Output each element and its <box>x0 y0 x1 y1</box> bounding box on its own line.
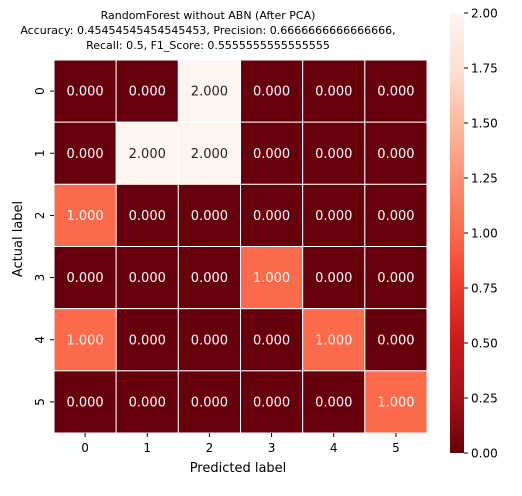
cell-value-label-r5-c5: 1.000 <box>377 395 414 410</box>
cell-value-label-r5-c3: 0.000 <box>253 395 290 410</box>
cell-value-label-r1-c3: 0.000 <box>253 147 290 162</box>
x-tick-label-0: 0 <box>81 441 89 455</box>
y-tick-label-5: 5 <box>33 398 47 406</box>
heatmap-cell-r1-c2 <box>177 121 241 185</box>
colorbar-tick-label-1: 0.25 <box>471 392 498 406</box>
x-tick-label-5: 5 <box>392 441 400 455</box>
colorbar-tick-label-4: 1.00 <box>471 227 498 241</box>
cell-value-label-r0-c1: 0.000 <box>129 85 166 100</box>
cell-value-label-r3-c5: 0.000 <box>377 271 414 286</box>
chart-title-line-2: Accuracy: 0.45454545454545453, Precision… <box>20 24 396 37</box>
cell-value-label-r5-c1: 0.000 <box>129 395 166 410</box>
cell-value-label-r2-c2: 0.000 <box>191 209 228 224</box>
colorbar-tick-label-0: 0.00 <box>471 447 498 461</box>
colorbar-tick-label-3: 0.75 <box>471 282 498 296</box>
heatmap-cell-r2-c2 <box>177 183 241 247</box>
heatmap-cell-r4-c2 <box>177 308 241 372</box>
heatmap-cell-r3-c5 <box>364 246 428 310</box>
y-tick-label-1: 1 <box>33 149 47 157</box>
y-tick-label-2: 2 <box>33 212 47 220</box>
cell-value-label-r4-c5: 0.000 <box>377 333 414 348</box>
heatmap-cell-r1-c5 <box>364 121 428 185</box>
cell-value-label-r5-c0: 0.000 <box>66 395 103 410</box>
x-tick-label-3: 3 <box>268 441 276 455</box>
colorbar-tick-label-7: 1.75 <box>471 62 498 76</box>
cell-value-label-r1-c5: 0.000 <box>377 147 414 162</box>
cell-value-label-r4-c4: 1.000 <box>315 333 352 348</box>
chart-title-line-3: Recall: 0.5, F1_Score: 0.555555555555555… <box>86 39 330 52</box>
cell-value-label-r0-c4: 0.000 <box>315 85 352 100</box>
heatmap-cell-r0-c5 <box>364 59 428 123</box>
cell-value-label-r1-c2: 2.000 <box>191 147 228 162</box>
cell-value-label-r0-c3: 0.000 <box>253 85 290 100</box>
cell-value-label-r1-c1: 2.000 <box>129 147 166 162</box>
cell-value-label-r0-c0: 0.000 <box>66 85 103 100</box>
colorbar-tick-label-6: 1.50 <box>471 117 498 131</box>
cell-value-label-r3-c3: 1.000 <box>253 271 290 286</box>
cell-value-label-r2-c0: 1.000 <box>66 209 103 224</box>
x-tick-label-1: 1 <box>143 441 151 455</box>
cell-value-label-r4-c2: 0.000 <box>191 333 228 348</box>
cell-value-label-r2-c1: 0.000 <box>129 209 166 224</box>
heatmap-cell-r3-c0 <box>53 246 117 310</box>
cell-value-label-r5-c4: 0.000 <box>315 395 352 410</box>
heatmap-cell-r3-c2 <box>177 246 241 310</box>
cell-value-label-r4-c3: 0.000 <box>253 333 290 348</box>
y-tick-label-0: 0 <box>33 87 47 95</box>
x-axis-label: Predicted label <box>190 461 287 476</box>
heatmap-cell-r0-c2 <box>177 59 241 123</box>
cell-value-label-r2-c3: 0.000 <box>253 209 290 224</box>
cell-value-label-r5-c2: 0.000 <box>191 395 228 410</box>
colorbar-tick-label-8: 2.00 <box>471 7 498 21</box>
heatmap-cell-r2-c4 <box>302 183 366 247</box>
x-tick-label-2: 2 <box>206 441 214 455</box>
colorbar-tick-label-2: 0.50 <box>471 337 498 351</box>
heatmap-cell-r3-c1 <box>115 246 179 310</box>
cell-value-label-r1-c4: 0.000 <box>315 147 352 162</box>
heatmap-cell-r2-c3 <box>240 183 304 247</box>
heatmap-cell-r4-c5 <box>364 308 428 372</box>
y-tick-label-3: 3 <box>33 274 47 282</box>
heatmap-cell-r1-c4 <box>302 121 366 185</box>
cell-value-label-r1-c0: 0.000 <box>66 147 103 162</box>
heatmap-cell-r3-c3 <box>240 246 304 310</box>
cell-value-label-r2-c4: 0.000 <box>315 209 352 224</box>
heatmap-cell-r0-c3 <box>240 59 304 123</box>
colorbar-tick-label-5: 1.25 <box>471 172 498 186</box>
heatmap-cell-r2-c5 <box>364 183 428 247</box>
y-tick-label-4: 4 <box>33 336 47 344</box>
cell-value-label-r0-c2: 2.000 <box>191 85 228 100</box>
heatmap-cell-r1-c0 <box>53 121 117 185</box>
chart-title-line-1: RandomForest without ABN (After PCA) <box>100 9 316 22</box>
heatmap-cell-r5-c4 <box>302 370 366 434</box>
cell-value-label-r3-c4: 0.000 <box>315 271 352 286</box>
heatmap-cell-r4-c1 <box>115 308 179 372</box>
cell-value-label-r4-c1: 0.000 <box>129 333 166 348</box>
cell-value-label-r0-c5: 0.000 <box>377 85 414 100</box>
cell-value-label-r3-c2: 0.000 <box>191 271 228 286</box>
colorbar <box>450 13 464 453</box>
heatmap-cell-r0-c0 <box>53 59 117 123</box>
cell-value-label-r3-c0: 0.000 <box>66 271 103 286</box>
cell-value-label-r2-c5: 0.000 <box>377 209 414 224</box>
heatmap-cell-r0-c4 <box>302 59 366 123</box>
cell-value-label-r3-c1: 0.000 <box>129 271 166 286</box>
cell-value-label-r4-c0: 1.000 <box>66 333 103 348</box>
x-tick-label-4: 4 <box>330 441 338 455</box>
heatmap-cell-r5-c3 <box>240 370 304 434</box>
y-axis-label: Actual label <box>11 201 26 277</box>
heatmap-cell-r4-c3 <box>240 308 304 372</box>
heatmap-cell-r4-c4 <box>302 308 366 372</box>
